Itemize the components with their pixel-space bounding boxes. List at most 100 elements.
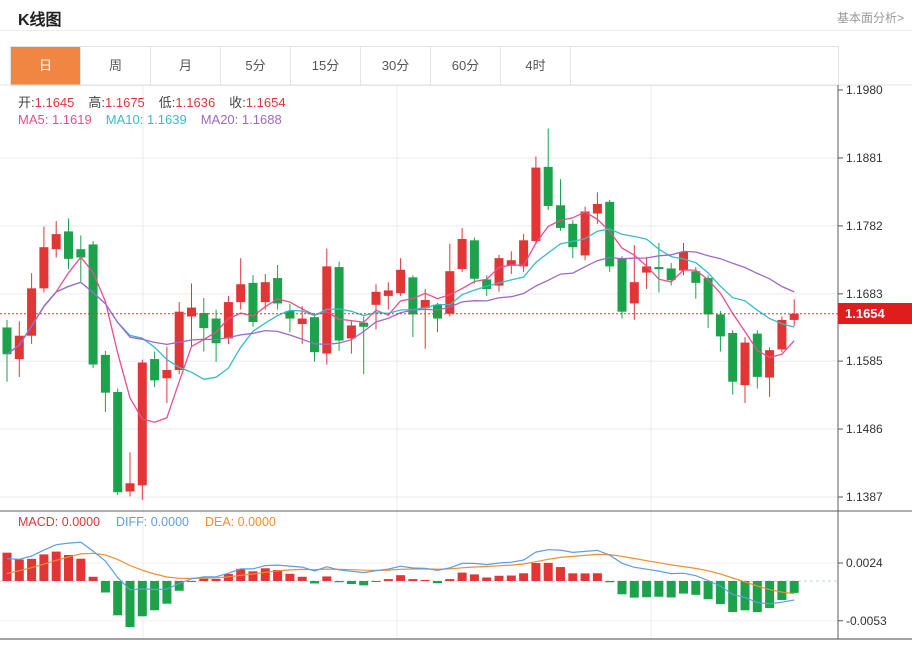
candle xyxy=(506,260,516,266)
candle xyxy=(310,317,319,353)
macd-info: MACD: 0.0000 DIFF: 0.0000 DEA: 0.0000 xyxy=(18,515,276,529)
candle xyxy=(728,332,738,382)
candle xyxy=(752,333,762,377)
tab-月[interactable]: 月 xyxy=(151,47,221,85)
macd-bar xyxy=(629,581,639,598)
candle xyxy=(482,279,492,290)
macd-bar xyxy=(445,579,455,581)
macd-bar xyxy=(248,571,258,581)
tab-周[interactable]: 周 xyxy=(81,47,151,85)
candle xyxy=(297,318,307,325)
candle xyxy=(605,201,615,267)
ma20-readout: MA20: 1.1688 xyxy=(200,112,282,127)
macd-bar xyxy=(2,552,12,581)
macd-bar xyxy=(273,569,283,581)
macd-bar xyxy=(27,558,37,581)
macd-bar xyxy=(39,554,49,581)
candle xyxy=(789,313,799,320)
candle xyxy=(568,223,578,248)
candle xyxy=(445,271,455,314)
candle xyxy=(113,391,123,493)
candle xyxy=(199,313,209,329)
candle xyxy=(556,205,565,228)
ohlc-info: 开:1.1645 高:1.1675 低:1.1636 收:1.1654 xyxy=(18,92,300,111)
tab-5分[interactable]: 5分 xyxy=(221,47,291,85)
macd-bar xyxy=(556,567,565,581)
macd-bar xyxy=(346,581,356,585)
candle xyxy=(64,231,73,259)
macd-bar xyxy=(654,581,664,597)
macd-bar xyxy=(260,568,270,581)
candle xyxy=(691,271,701,283)
price-tick-label: 1.1585 xyxy=(846,354,883,368)
page-title: K线图 xyxy=(18,12,62,29)
candle xyxy=(223,302,233,339)
macd-bar xyxy=(752,581,762,613)
macd-bar xyxy=(457,572,467,581)
candle xyxy=(654,267,664,270)
candle xyxy=(150,359,160,381)
macd-bar xyxy=(642,581,652,598)
macd-bar xyxy=(691,581,701,595)
macd-tick-label: -0.0053 xyxy=(846,614,887,628)
candle xyxy=(100,354,110,393)
y-axis-labels: 1.1980 1.1881 1.1782 1.1683 1.1585 1.1486 1.13… xyxy=(838,83,887,628)
candle xyxy=(396,269,406,294)
candle xyxy=(531,167,541,241)
ma5-line xyxy=(6,211,795,423)
candle xyxy=(248,282,258,322)
candle xyxy=(76,249,86,258)
low-value: 1.1636 xyxy=(175,95,216,110)
candle xyxy=(346,325,356,339)
price-tick-label: 1.1683 xyxy=(846,287,883,301)
macd-bar xyxy=(531,563,541,581)
candle xyxy=(765,350,775,378)
macd-bar xyxy=(433,581,442,584)
candle xyxy=(359,322,369,327)
candle xyxy=(162,370,172,379)
macd-bar xyxy=(396,575,406,581)
macd-bar xyxy=(322,576,332,581)
low-label: 低: xyxy=(158,95,176,110)
tab-4时[interactable]: 4时 xyxy=(501,47,571,85)
macd-bar xyxy=(469,574,479,581)
macd-bar xyxy=(113,581,123,616)
macd-bar xyxy=(715,581,725,605)
close-value: 1.1654 xyxy=(245,95,286,110)
macd-bar xyxy=(420,579,430,581)
tab-30分[interactable]: 30分 xyxy=(361,47,431,85)
tab-60分[interactable]: 60分 xyxy=(431,47,501,85)
dea-readout: DEA: 0.0000 xyxy=(204,515,276,529)
candle xyxy=(617,258,627,312)
candle xyxy=(580,211,590,256)
candle xyxy=(27,288,37,336)
diff-readout: DIFF: 0.0000 xyxy=(116,515,189,529)
macd-bar xyxy=(383,579,393,581)
candle xyxy=(334,267,344,341)
page-header: K线图 基本面分析> xyxy=(0,0,912,31)
macd-bar xyxy=(76,558,86,581)
candle xyxy=(494,258,504,286)
macd-bar xyxy=(482,577,492,581)
candle xyxy=(715,314,725,337)
ma10-readout: MA10: 1.1639 xyxy=(105,112,187,127)
candle xyxy=(174,311,184,371)
tab-日[interactable]: 日 xyxy=(11,47,81,85)
candle xyxy=(285,311,295,319)
candle xyxy=(519,240,529,267)
macd-bar xyxy=(150,581,160,611)
macd-tick-label: 0.0024 xyxy=(846,556,883,570)
macd-bar xyxy=(51,551,61,581)
macd-bar xyxy=(568,573,578,581)
fundamental-analysis-link[interactable]: 基本面分析> xyxy=(836,11,904,25)
macd-bar xyxy=(519,573,529,581)
macd-bar xyxy=(137,581,147,617)
dea-line xyxy=(6,552,795,595)
macd-bar xyxy=(187,581,196,582)
tab-15分[interactable]: 15分 xyxy=(291,47,361,85)
macd-bar xyxy=(408,579,418,581)
candle xyxy=(420,300,430,309)
macd-bar xyxy=(297,576,307,581)
macd-bar xyxy=(64,554,73,581)
high-value: 1.1675 xyxy=(105,95,145,110)
